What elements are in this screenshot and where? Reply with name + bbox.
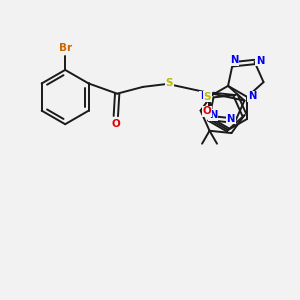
Text: O: O: [202, 106, 211, 116]
Text: N: N: [256, 56, 264, 66]
Text: N: N: [200, 91, 208, 101]
Text: S: S: [166, 79, 173, 88]
Text: Br: Br: [58, 43, 72, 52]
Text: N: N: [226, 114, 235, 124]
Text: N: N: [209, 110, 217, 120]
Text: N: N: [248, 91, 256, 101]
Text: N: N: [230, 55, 238, 65]
Text: O: O: [111, 119, 120, 129]
Text: S: S: [204, 92, 211, 102]
